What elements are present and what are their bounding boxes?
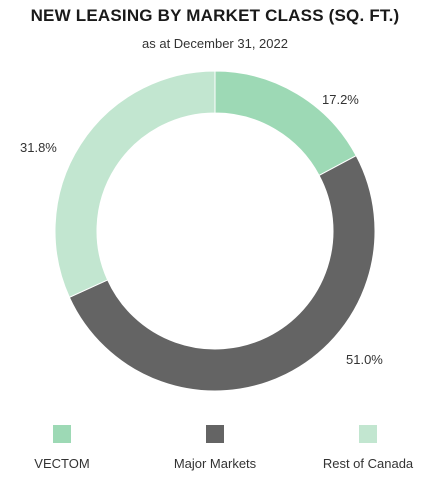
slice-label-rest-of-canada: 31.8% — [20, 140, 57, 155]
slice-label-vectom: 17.2% — [322, 92, 359, 107]
legend-swatch-rest-of-canada — [359, 425, 377, 443]
donut-slice-major-markets — [68, 155, 376, 392]
donut-slice-rest-of-canada — [54, 70, 216, 298]
donut-slice-vectom — [214, 70, 357, 177]
legend-label-rest-of-canada: Rest of Canada — [322, 456, 414, 471]
legend-label-vectom: VECTOM — [34, 456, 90, 471]
legend-swatch-major-markets — [206, 425, 224, 443]
chart-title: NEW LEASING BY MARKET CLASS (SQ. FT.) — [30, 6, 400, 25]
slice-label-major-markets: 51.0% — [346, 352, 383, 367]
chart-subtitle: as at December 31, 2022 — [142, 36, 288, 51]
legend-swatch-vectom — [53, 425, 71, 443]
legend-label-major-markets: Major Markets — [173, 456, 257, 471]
